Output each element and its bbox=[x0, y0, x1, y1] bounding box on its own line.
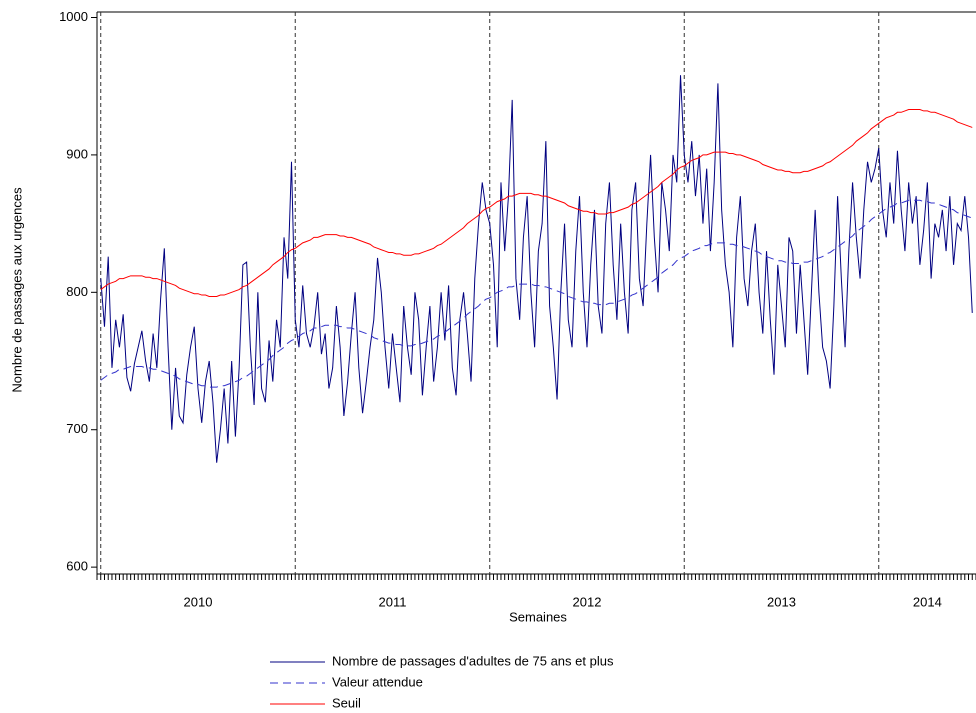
legend-label: Seuil bbox=[332, 695, 361, 710]
x-axis-label: Semaines bbox=[509, 609, 567, 624]
x-tick-label: 2012 bbox=[573, 594, 602, 609]
y-axis-label: Nombre de passages aux urgences bbox=[9, 187, 24, 393]
x-minor-ticks bbox=[96, 574, 976, 580]
y-tick-label: 900 bbox=[66, 146, 88, 161]
x-tick-label: 2011 bbox=[379, 594, 407, 609]
y-tick-label: 700 bbox=[66, 421, 88, 436]
x-tick-label: 2010 bbox=[184, 594, 213, 609]
series-line bbox=[100, 199, 973, 388]
series-line bbox=[100, 75, 973, 463]
legend-label: Nombre de passages d'adultes de 75 ans e… bbox=[332, 653, 614, 668]
y-tick-label: 800 bbox=[66, 284, 88, 299]
x-tick-label: 2014 bbox=[913, 594, 942, 609]
series-line bbox=[100, 109, 973, 297]
legend-label: Valeur attendue bbox=[332, 674, 423, 689]
y-tick-label: 600 bbox=[66, 559, 88, 574]
y-tick-label: 1000 bbox=[59, 9, 88, 24]
x-tick-label: 2013 bbox=[767, 594, 796, 609]
